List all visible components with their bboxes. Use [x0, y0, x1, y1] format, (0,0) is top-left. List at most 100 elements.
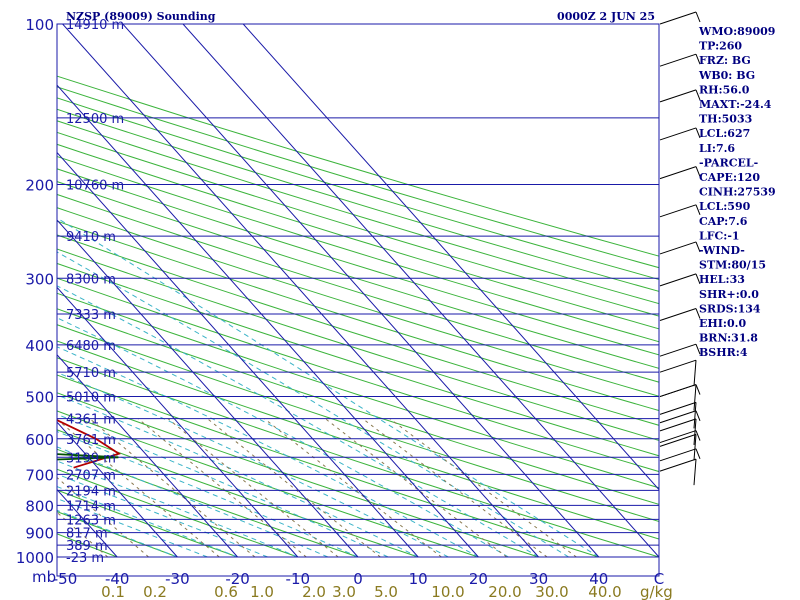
stat-line: BRN:31.8: [699, 332, 758, 345]
height-label: 1714 m: [66, 499, 116, 514]
isotherm-line: [57, 219, 359, 558]
wind-barb: [659, 384, 697, 411]
dry-adiabat-line: [57, 429, 419, 558]
stat-line: RH:56.0: [699, 83, 750, 96]
height-label: 7333 m: [66, 308, 116, 323]
wind-barb: [659, 11, 701, 25]
wind-barb: [659, 241, 701, 255]
height-label: 5010 m: [66, 391, 116, 406]
height-label: 3199 m: [66, 451, 116, 466]
stat-line: EHI:0.0: [699, 317, 746, 330]
isobar-lines: [57, 23, 659, 558]
wind-barb: [659, 166, 701, 180]
stat-line: SHR+:0.0: [699, 288, 759, 301]
mixing-ratio-label: 3.0: [332, 583, 356, 600]
stat-line: FRZ: BG: [699, 54, 751, 67]
height-label: 1263 m: [66, 513, 116, 528]
height-label: 389 m: [66, 539, 108, 554]
moist-adiabat-line: [57, 217, 600, 558]
wind-barb: [659, 127, 701, 141]
chart-title: NZSP (89009) Sounding: [66, 10, 216, 23]
wind-barb: [659, 343, 701, 357]
wind-barb: [659, 410, 701, 424]
stat-line: BSHR:4: [699, 346, 748, 359]
temperature-tick-label: -40: [105, 570, 130, 588]
pressure-tick-label: 100: [25, 16, 54, 34]
height-label: 9410 m: [66, 230, 116, 245]
pressure-tick-label: 400: [25, 337, 54, 355]
height-label: 6480 m: [66, 339, 116, 354]
mixing-ratio-line: [207, 418, 381, 558]
mixing-ratio-line: [389, 418, 577, 558]
mixing-ratio-line: [89, 418, 256, 558]
sounding-curves: [57, 419, 122, 469]
mixing-ratio-line: [324, 418, 508, 558]
temperature-tick-label: 0: [353, 570, 363, 588]
stat-line: CAPE:120: [699, 171, 760, 184]
stat-line: STM:80/15: [699, 259, 766, 272]
stat-line: LCL:627: [699, 127, 750, 140]
moist-adiabat-line: [57, 371, 449, 558]
temperature-tick-label: -50: [53, 570, 78, 588]
height-label: 2707 m: [66, 468, 116, 483]
height-label: 10760 m: [66, 178, 124, 193]
isotherm-line: [62, 24, 539, 558]
stat-line: -PARCEL-: [699, 156, 758, 169]
height-label: 14910 m: [66, 18, 124, 33]
pressure-tick-label: 1000: [16, 549, 54, 567]
temperature-tick-label: -10: [286, 570, 311, 588]
stat-line: -WIND-: [699, 244, 745, 257]
mixing-ratio-label: 0.2: [143, 583, 167, 600]
mixing-ratio-line: [57, 418, 220, 558]
mixing-ratio-label: 40.0: [588, 583, 621, 600]
wind-barbs: [659, 11, 701, 486]
wind-barb: [659, 448, 701, 462]
height-label: -23 m: [66, 551, 104, 566]
mixing-ratio-label: 10.0: [431, 583, 464, 600]
pressure-tick-label: 500: [25, 389, 54, 407]
pressure-tick-label: 900: [25, 525, 54, 543]
wind-barb: [659, 430, 701, 444]
stat-line: LCL:590: [699, 200, 751, 213]
height-label: 12500 m: [66, 112, 124, 127]
height-label: 4361 m: [66, 413, 116, 428]
chart-datetime: 0000Z 2 JUN 25: [557, 10, 655, 23]
wind-barb: [659, 359, 697, 387]
isotherm-line: [242, 24, 659, 491]
isotherm-line: [182, 24, 659, 558]
isotherm-line: [57, 84, 479, 558]
mixing-ratio-label: 1.0: [250, 583, 274, 600]
mixing-ratio-unit-label: g/kg: [640, 583, 673, 600]
mixing-ratio-line: [167, 418, 339, 558]
stat-line: CAP:7.6: [699, 215, 748, 228]
mixing-ratio-label: 30.0: [535, 583, 568, 600]
temperature-tick-label: -30: [165, 570, 190, 588]
moist-adiabat-line: [57, 486, 238, 558]
wind-barb: [659, 401, 697, 429]
pressure-tick-label: 300: [25, 270, 54, 288]
height-label: 8300 m: [66, 272, 116, 287]
temperature-curve: [57, 419, 122, 469]
stat-line: HEL:33: [699, 273, 745, 286]
wind-barb: [659, 89, 701, 103]
stat-line: WB0: BG: [698, 69, 755, 82]
isotherm-lines: [57, 24, 659, 558]
dry-adiabat-line: [57, 324, 659, 522]
mixing-ratio-line: [137, 418, 307, 558]
moist-adiabat-line: [57, 509, 178, 558]
moist-adiabat-line: [57, 498, 208, 558]
stat-line: LFC:-1: [699, 229, 740, 242]
temperature-unit-label: C: [654, 570, 664, 588]
wind-barb: [659, 273, 701, 287]
height-label: 817 m: [66, 527, 108, 542]
stat-line: WMO:89009: [698, 25, 775, 38]
wind-barb: [659, 458, 697, 486]
wind-barb: [659, 308, 701, 321]
plot-frame: [56, 23, 660, 577]
isotherm-line: [57, 354, 238, 558]
temperature-tick-label: 10: [409, 570, 428, 588]
pressure-tick-label: 800: [25, 497, 54, 515]
stat-line: TH:5033: [699, 113, 752, 126]
mixing-ratio-label: 20.0: [488, 583, 521, 600]
